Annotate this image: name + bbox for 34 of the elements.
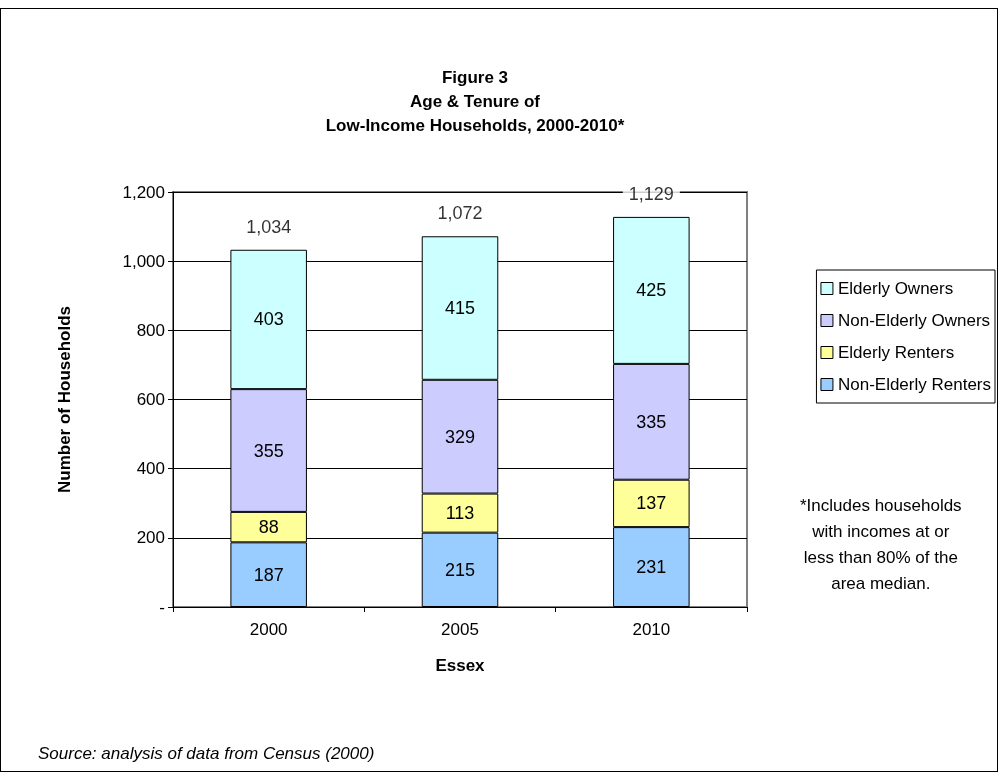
source-note: Source: analysis of data from Census (2000) <box>38 744 375 763</box>
total-label: 1,129 <box>628 183 674 204</box>
legend-label: Elderly Owners <box>837 279 954 298</box>
data-label: 113 <box>445 503 475 524</box>
y-tick-label: 200 <box>136 528 165 548</box>
total-label: 1,072 <box>437 203 483 224</box>
y-axis-title: Number of Households <box>55 305 74 494</box>
chart-title: Figure 3 Age & Tenure of Low-Income Households, 2000-2010* <box>325 67 625 135</box>
data-label: 329 <box>444 426 476 447</box>
y-tick-label: 1,200 <box>122 182 165 202</box>
y-tick-label: - <box>159 597 165 617</box>
legend-label: Non-Elderly Renters <box>837 375 991 394</box>
data-label: 355 <box>253 440 284 461</box>
x-tick-label: 2010 <box>632 620 671 639</box>
legend-label: Elderly Renters <box>837 343 955 362</box>
data-label: 335 <box>636 411 667 432</box>
data-label: 415 <box>444 298 476 319</box>
data-label: 231 <box>636 557 667 578</box>
text: *Includes households with incomes at or less than 80% of the area median. <box>800 495 962 593</box>
x-tick-label: 2000 <box>249 620 288 639</box>
data-label: 215 <box>444 559 476 580</box>
x-axis-title: Essex <box>435 656 486 675</box>
y-tick-label: 400 <box>136 459 165 479</box>
y-tick-label: 1,000 <box>122 251 165 271</box>
data-label: 425 <box>636 280 667 301</box>
y-tick-label: 600 <box>136 390 165 409</box>
data-label: 88 <box>258 517 279 538</box>
x-tick-label: 2005 <box>441 620 479 639</box>
data-label: 137 <box>636 493 667 514</box>
y-tick-label: 800 <box>136 320 165 340</box>
data-label: 187 <box>253 564 284 585</box>
data-label: 403 <box>253 309 284 330</box>
total-label: 1,034 <box>246 216 292 237</box>
legend-label: Non-Elderly Owners <box>837 311 991 330</box>
